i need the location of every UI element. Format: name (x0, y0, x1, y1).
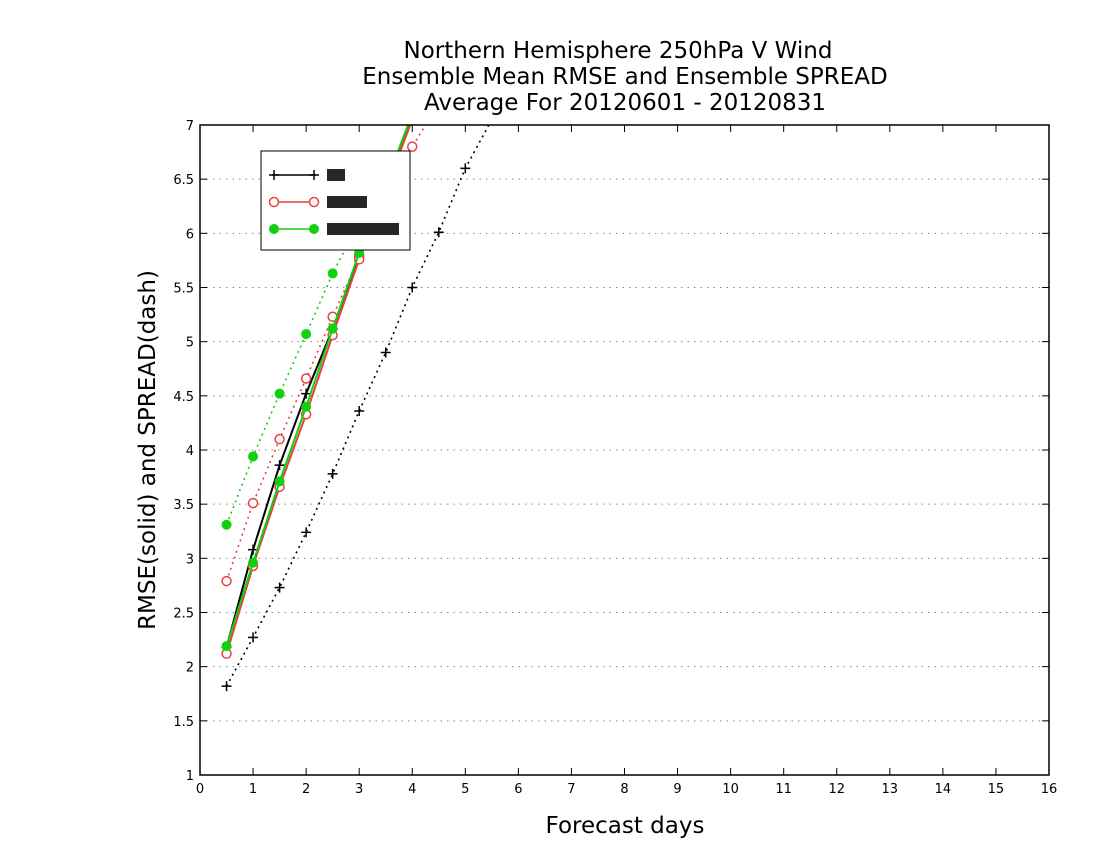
rmse-point (221, 641, 232, 652)
spread-point (300, 373, 312, 384)
rmse-point (327, 323, 338, 334)
spread-point (380, 347, 391, 358)
spread-point (301, 329, 312, 340)
x-tick-label: 8 (620, 782, 628, 797)
x-tick-label: 6 (514, 782, 522, 797)
spread-point (274, 582, 285, 593)
y-tick-label: 2 (186, 661, 194, 676)
spread-line (225, 222, 360, 526)
y-tick-label: 7 (186, 119, 194, 134)
legend-marker-left (269, 170, 279, 180)
x-tick-label: 13 (882, 782, 899, 797)
spread-point (354, 406, 365, 416)
spread-point (460, 163, 471, 174)
legend-marker-left (269, 224, 279, 234)
x-tick-label: 10 (722, 782, 739, 797)
y-tick-label: 4 (186, 444, 194, 459)
x-tick-label: 12 (828, 782, 845, 797)
spread-point (407, 141, 418, 152)
chart-title-line-2: Ensemble Mean RMSE and Ensemble SPREAD (362, 64, 887, 90)
x-axis-label: Forecast days (546, 813, 705, 839)
spread-point (487, 115, 497, 125)
y-tick-label: 3 (186, 552, 194, 567)
x-tick-label: 2 (302, 782, 310, 797)
x-tick-label: 9 (673, 782, 681, 797)
legend-label-glyphs (327, 196, 367, 208)
rmse-point (301, 388, 312, 399)
y-tick-label: 5.5 (173, 282, 194, 297)
y-tick-label: 5 (186, 336, 194, 351)
y-axis-label: RMSE(solid) and SPREAD(dash) (135, 270, 161, 630)
spread-point (274, 433, 285, 445)
spread-point (327, 268, 338, 279)
legend-entries (268, 169, 399, 235)
x-tick-label: 11 (775, 782, 792, 797)
grid-lines (200, 178, 1049, 722)
legend-entry-3 (269, 223, 399, 235)
spread-point (327, 468, 338, 479)
chart-title-line-1: Northern Hemisphere 250hPa V Wind (404, 38, 833, 64)
rmse-point (248, 557, 259, 568)
legend-entry-2 (268, 196, 367, 208)
rmse-point (408, 110, 417, 119)
y-tick-label: 6.5 (173, 173, 194, 188)
x-tick-label: 15 (988, 782, 1005, 797)
spread-point (221, 519, 232, 530)
spread-point (274, 388, 285, 399)
rmse-point (274, 476, 285, 487)
legend-entry-1 (269, 169, 345, 181)
x-tick-label: 1 (249, 782, 257, 797)
spread-point (248, 632, 259, 643)
rmse-point (274, 460, 285, 471)
y-tick-label: 1.5 (173, 715, 194, 730)
rmse-point (408, 115, 417, 124)
spread-point (248, 451, 259, 462)
y-tick-label: 3.5 (173, 498, 194, 513)
axis-ticks: 11.522.533.544.555.566.570 1 2 3 4 5 6 7 8 9 10 11 1… (173, 119, 1057, 797)
legend-marker-left (268, 196, 280, 208)
spread-point (221, 681, 232, 692)
spread-point (407, 282, 418, 293)
chart-title-line-3: Average For 20120601 - 20120831 (424, 90, 826, 116)
plot-frame (199, 124, 1050, 776)
legend-label-glyphs (327, 169, 345, 181)
y-tick-label: 4.5 (173, 390, 194, 405)
x-tick-label: 0 (196, 782, 204, 797)
x-tick-label: 5 (461, 782, 469, 797)
y-tick-label: 2.5 (173, 607, 194, 622)
spread-point (301, 527, 312, 538)
x-tick-label: 7 (567, 782, 575, 797)
x-tick-label: 4 (408, 782, 416, 797)
legend-marker-right (308, 196, 320, 208)
legend-marker-right (309, 170, 319, 180)
rmse-point (407, 109, 417, 119)
legend-marker-right (309, 224, 319, 234)
legend (260, 150, 411, 251)
x-tick-label: 16 (1041, 782, 1058, 797)
spread-point (221, 575, 232, 587)
rmse-point (301, 401, 312, 412)
x-tick-label: 3 (355, 782, 363, 797)
spread-point (247, 497, 259, 509)
spread-point (433, 227, 444, 238)
y-tick-label: 6 (186, 227, 194, 242)
chart-title: Northern Hemisphere 250hPa V Wind Ensemb… (362, 38, 887, 116)
y-tick-label: 1 (186, 769, 194, 784)
x-tick-label: 14 (935, 782, 952, 797)
legend-label-glyphs (327, 223, 399, 235)
